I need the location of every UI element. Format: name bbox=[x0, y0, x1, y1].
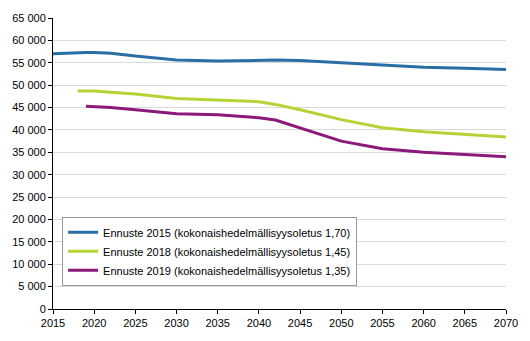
svg-text:45 000: 45 000 bbox=[12, 101, 46, 113]
svg-text:Ennuste 2015 (kokonaishedelmäl: Ennuste 2015 (kokonaishedelmällisyysolet… bbox=[103, 227, 350, 239]
svg-text:20 000: 20 000 bbox=[12, 213, 46, 225]
svg-text:2015: 2015 bbox=[41, 317, 65, 329]
svg-text:2070: 2070 bbox=[494, 317, 518, 329]
svg-text:2040: 2040 bbox=[247, 317, 271, 329]
svg-text:25 000: 25 000 bbox=[12, 191, 46, 203]
svg-text:30 000: 30 000 bbox=[12, 169, 46, 181]
svg-text:35 000: 35 000 bbox=[12, 146, 46, 158]
svg-text:0: 0 bbox=[40, 303, 46, 315]
svg-text:60 000: 60 000 bbox=[12, 34, 46, 46]
svg-text:5 000: 5 000 bbox=[18, 280, 46, 292]
svg-text:2035: 2035 bbox=[205, 317, 229, 329]
svg-text:Ennuste 2018 (kokonaishedelmäl: Ennuste 2018 (kokonaishedelmällisyysolet… bbox=[103, 246, 350, 258]
svg-text:2060: 2060 bbox=[411, 317, 435, 329]
svg-text:2055: 2055 bbox=[370, 317, 394, 329]
svg-text:10 000: 10 000 bbox=[12, 258, 46, 270]
svg-text:15 000: 15 000 bbox=[12, 236, 46, 248]
svg-text:50 000: 50 000 bbox=[12, 79, 46, 91]
svg-text:2020: 2020 bbox=[82, 317, 106, 329]
svg-text:2045: 2045 bbox=[288, 317, 312, 329]
svg-text:65 000: 65 000 bbox=[12, 12, 46, 24]
svg-text:55 000: 55 000 bbox=[12, 57, 46, 69]
svg-text:2025: 2025 bbox=[123, 317, 147, 329]
svg-text:2065: 2065 bbox=[453, 317, 477, 329]
svg-text:2030: 2030 bbox=[164, 317, 188, 329]
svg-text:2050: 2050 bbox=[329, 317, 353, 329]
svg-text:40 000: 40 000 bbox=[12, 124, 46, 136]
svg-text:Ennuste 2019 (kokonaishedelmäl: Ennuste 2019 (kokonaishedelmällisyysolet… bbox=[103, 265, 350, 277]
